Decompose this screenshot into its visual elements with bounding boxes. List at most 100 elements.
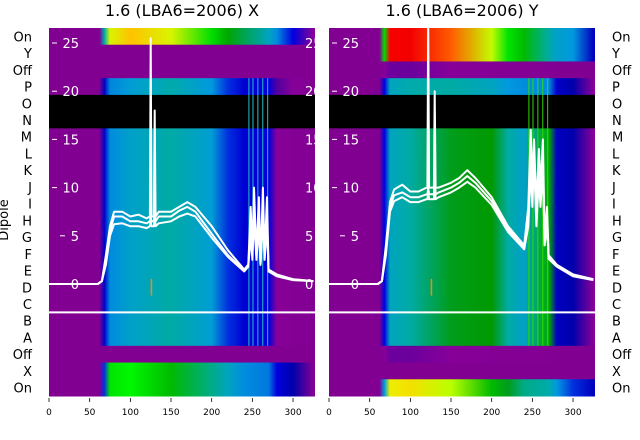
heatmap-row-g bbox=[49, 228, 315, 246]
xtick-label: 250 bbox=[244, 408, 261, 418]
row-label: I bbox=[28, 198, 32, 213]
row-label: On bbox=[14, 30, 32, 45]
heatmap-row-n bbox=[49, 111, 315, 129]
inner-ytick-label: 10 bbox=[62, 182, 79, 197]
heatmap-row-p bbox=[329, 78, 595, 96]
heatmap-row-on bbox=[49, 28, 315, 46]
heatmap-row-on bbox=[329, 28, 595, 46]
heatmap-row-a bbox=[329, 329, 595, 347]
series-line-dipole-3 bbox=[49, 212, 314, 285]
row-label: A bbox=[23, 331, 32, 346]
heatmap-row-j bbox=[49, 178, 315, 196]
heatmap-row-off bbox=[329, 61, 595, 79]
row-label: Off bbox=[13, 348, 33, 363]
heatmap-row-d bbox=[49, 278, 315, 297]
heatmap-row-e bbox=[49, 262, 315, 280]
heatmap-row-m bbox=[49, 128, 315, 146]
heatmap-row-on bbox=[49, 379, 315, 397]
row-label: F bbox=[25, 248, 32, 263]
inner-ytick-label: 10 bbox=[342, 182, 359, 197]
row-label: M bbox=[21, 131, 32, 146]
heatmap-row-p bbox=[49, 78, 315, 96]
row-label: G bbox=[612, 231, 622, 246]
row-label: G bbox=[22, 231, 32, 246]
heatmap-row-x bbox=[329, 362, 595, 380]
row-label: N bbox=[22, 114, 32, 129]
row-label: K bbox=[612, 164, 621, 179]
xtick-label: 200 bbox=[483, 408, 500, 418]
inner-ytick-label: 0 bbox=[351, 278, 359, 293]
xtick-label: 150 bbox=[162, 408, 179, 418]
row-label: O bbox=[22, 97, 32, 112]
rfi-line bbox=[542, 78, 544, 346]
xtick-label: 50 bbox=[84, 408, 96, 418]
inner-ytick-label-right: 10 bbox=[305, 182, 322, 197]
row-label: F bbox=[612, 248, 619, 263]
row-label: Off bbox=[13, 64, 33, 79]
heatmap-row-x bbox=[49, 362, 315, 380]
row-label: L bbox=[612, 147, 620, 162]
row-label: K bbox=[23, 164, 32, 179]
inner-ytick-label: 20 bbox=[342, 85, 359, 100]
row-label: P bbox=[24, 81, 32, 96]
heatmap-row-off bbox=[49, 61, 315, 79]
row-label: D bbox=[612, 281, 622, 296]
xtick-label: 0 bbox=[326, 408, 332, 418]
heatmap-row-m bbox=[329, 128, 595, 146]
series-line-dipole-1 bbox=[49, 37, 314, 285]
row-label: X bbox=[612, 365, 621, 380]
row-label: D bbox=[22, 281, 32, 296]
inner-ytick-label-right: 25 bbox=[305, 37, 322, 52]
inner-ytick-label: 20 bbox=[62, 85, 79, 100]
panel-1: 1.6 (LBA6=2006) Y 0 5 10 15 20 25 On Y Off PONMLKJ… bbox=[326, 1, 632, 418]
row-label: B bbox=[612, 315, 621, 330]
heatmap-row-c bbox=[329, 295, 595, 313]
heatmap-row-g bbox=[329, 228, 595, 246]
series-line-dipole-1 bbox=[329, 28, 594, 285]
row-label: Off bbox=[612, 348, 632, 363]
xtick-label: 100 bbox=[402, 408, 419, 418]
row-label: I bbox=[612, 198, 616, 213]
row-label: E bbox=[24, 265, 32, 280]
heatmap-row-f bbox=[49, 245, 315, 263]
xtick-label: 250 bbox=[524, 408, 541, 418]
heatmap-row-y bbox=[329, 44, 595, 62]
xtick-label: 0 bbox=[46, 408, 52, 418]
xtick-label: 100 bbox=[122, 408, 139, 418]
series-line-dipole-3 bbox=[329, 157, 594, 285]
inner-ytick-label: 25 bbox=[62, 37, 79, 52]
row-label: P bbox=[612, 81, 620, 96]
row-label: Off bbox=[612, 64, 632, 79]
heatmap-row-k bbox=[49, 161, 315, 180]
xtick-label: 300 bbox=[284, 408, 301, 418]
heatmap-row-n bbox=[329, 111, 595, 129]
heatmap-row-l bbox=[49, 145, 315, 163]
heatmap-row-h bbox=[329, 212, 595, 230]
row-label: J bbox=[27, 181, 32, 196]
inner-ytick-label: 15 bbox=[62, 133, 79, 148]
row-label: Y bbox=[611, 47, 620, 62]
inner-ytick-label-right: 20 bbox=[305, 85, 322, 100]
inner-ytick-label: 5 bbox=[71, 230, 79, 245]
chart-title: 1.6 (LBA6=2006) Y bbox=[385, 1, 538, 20]
inner-ytick-label: 25 bbox=[342, 37, 359, 52]
inner-ytick-label: 0 bbox=[71, 278, 79, 293]
row-label: C bbox=[612, 298, 621, 313]
row-label: N bbox=[612, 114, 622, 129]
heatmap-row-off bbox=[49, 345, 315, 364]
xtick-label: 50 bbox=[364, 408, 376, 418]
row-label: On bbox=[612, 30, 630, 45]
row-label: B bbox=[23, 315, 32, 330]
series-line-dipole-2 bbox=[329, 148, 594, 285]
row-label: Y bbox=[23, 47, 32, 62]
curves bbox=[49, 37, 314, 285]
y-axis-label: Dipole bbox=[0, 199, 12, 240]
inner-ytick-label: 5 bbox=[351, 230, 359, 245]
rfi-line bbox=[532, 78, 534, 346]
heatmap-row-b bbox=[329, 312, 595, 330]
heatmap-row-b bbox=[49, 312, 315, 330]
curves bbox=[329, 28, 594, 285]
heatmap-row-l bbox=[329, 145, 595, 163]
row-label: A bbox=[612, 331, 621, 346]
